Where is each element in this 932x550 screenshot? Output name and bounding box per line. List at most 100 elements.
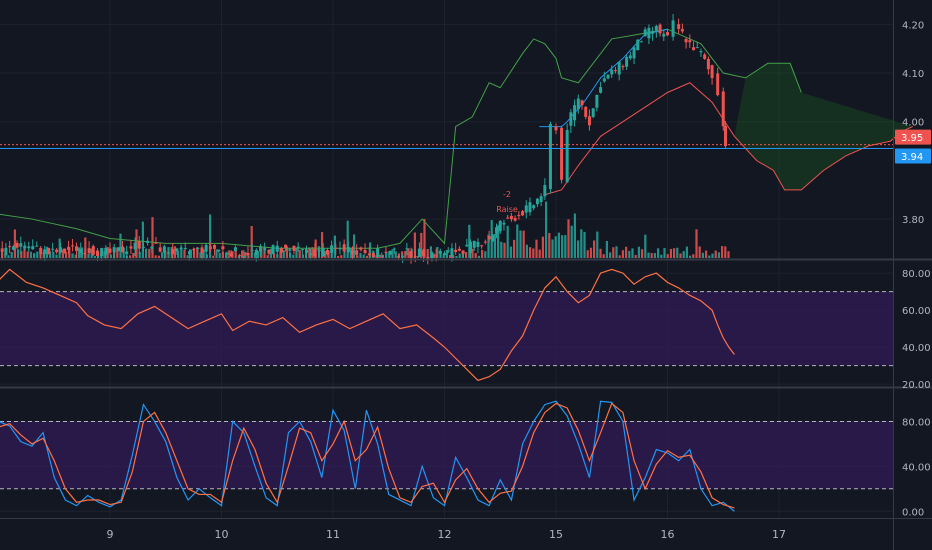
candle-body-178 <box>721 91 725 127</box>
candle-body-87 <box>359 247 363 250</box>
volume-bar-114 <box>365 255 368 258</box>
candle-body-26 <box>104 247 108 255</box>
annotation-line-1: -2 <box>503 190 511 199</box>
volume-bar-66 <box>212 255 215 258</box>
candle-body-179 <box>723 126 727 147</box>
candle-body-45 <box>183 247 187 250</box>
candle-body-9 <box>35 245 39 247</box>
volume-bar-187 <box>599 248 602 258</box>
candle-body-42 <box>171 248 175 255</box>
volume-bar-27 <box>87 253 90 258</box>
volume-bar-132 <box>423 219 426 258</box>
volume-bar-5 <box>17 249 20 258</box>
candle-body-65 <box>267 249 271 254</box>
time-axis[interactable]: 9 10 11 12 15 16 17 <box>107 528 787 541</box>
candle-body-36 <box>146 240 150 243</box>
volume-bar-216 <box>692 254 695 258</box>
candles <box>0 14 727 265</box>
rsi-axis-tick-2: 40.00 <box>902 343 931 354</box>
volume-bar-155 <box>497 225 500 258</box>
rsi-panel[interactable] <box>0 268 893 382</box>
candle-body-75 <box>309 253 313 255</box>
candle-body-150 <box>610 69 614 75</box>
volume-bar-130 <box>417 255 420 258</box>
volume-bar-92 <box>295 248 298 258</box>
stoch-axis[interactable]: 80.00 40.00 0.00 <box>902 417 931 518</box>
volume-bar-161 <box>516 224 519 258</box>
candle-body-51 <box>208 246 212 250</box>
candle-body-43 <box>175 248 179 252</box>
volume-bar-227 <box>727 251 730 258</box>
price-axis[interactable]: 4.20 4.10 4.00 3.80 <box>902 20 924 226</box>
volume-bar-197 <box>631 248 634 258</box>
candle-body-68 <box>279 248 283 253</box>
volume-bar-19 <box>61 249 64 258</box>
price-panel[interactable]: -2 Raise <box>0 14 914 265</box>
candle-body-48 <box>196 247 200 250</box>
candle-body-21 <box>83 253 87 255</box>
volume-bar-193 <box>618 255 621 258</box>
candle-body-139 <box>569 112 573 126</box>
stoch-line-1 <box>0 402 735 509</box>
volume-bar-2 <box>7 255 10 258</box>
candle-body-78 <box>321 248 325 257</box>
volume-bar-208 <box>666 254 669 258</box>
time-tick-1: 10 <box>215 528 229 541</box>
volume-bar-146 <box>468 224 471 258</box>
volume-bar-110 <box>353 234 356 258</box>
volume-bar-34 <box>109 254 112 258</box>
volume-bar-3 <box>10 251 13 258</box>
candle-body-125 <box>509 215 513 220</box>
candle-body-67 <box>275 245 279 252</box>
candle-body-108 <box>446 250 450 252</box>
candle-body-129 <box>524 205 528 213</box>
candle-body-176 <box>710 65 714 79</box>
candle-body-25 <box>100 248 104 256</box>
time-tick-4: 15 <box>549 528 563 541</box>
candle-body-60 <box>246 252 250 256</box>
volume-bar-212 <box>679 253 682 258</box>
stoch-panel[interactable] <box>0 400 893 512</box>
candle-body-120 <box>491 235 495 242</box>
volume-bar-76 <box>244 251 247 258</box>
candle-body-172 <box>695 47 699 49</box>
volume-bar-186 <box>596 231 599 258</box>
volume-bar-73 <box>234 250 237 258</box>
volume-bar-160 <box>513 239 516 258</box>
candle-body-63 <box>259 246 263 252</box>
stoch-axis-tick-0: 80.00 <box>902 417 931 428</box>
volume-bar-77 <box>247 255 250 258</box>
candle-body-133 <box>539 196 543 202</box>
volume-bar-139 <box>445 250 448 258</box>
volume-bar-87 <box>279 248 282 258</box>
volume-bar-17 <box>55 254 58 258</box>
volume-bar-75 <box>241 250 244 258</box>
candle-body-123 <box>502 222 506 225</box>
candle-body-66 <box>271 245 275 254</box>
candle-body-140 <box>573 105 577 121</box>
candle-body-117 <box>480 245 484 247</box>
time-tick-3: 12 <box>438 528 452 541</box>
volume-bar-21 <box>68 247 71 258</box>
volume-bar-109 <box>349 247 352 258</box>
volume-bar-50 <box>161 252 164 258</box>
cloud-area <box>734 63 913 190</box>
cloud-fill <box>734 63 913 190</box>
rsi-axis[interactable]: 80.00 60.00 40.00 20.00 <box>902 269 931 391</box>
volume-bar-104 <box>333 235 336 258</box>
volume-bar-225 <box>721 246 724 258</box>
candle-body-105 <box>434 255 438 257</box>
candle-body-110 <box>454 249 458 253</box>
candle-body-160 <box>647 27 651 39</box>
volume-bar-8 <box>26 251 29 258</box>
candle-body-111 <box>457 248 461 251</box>
candle-body-1 <box>4 247 8 256</box>
candle-body-81 <box>334 247 338 249</box>
volume-bar-11 <box>36 251 39 258</box>
candle-body-76 <box>313 249 317 257</box>
candle-body-61 <box>250 249 254 251</box>
volume-bar-86 <box>276 254 279 258</box>
volume-bar-162 <box>519 230 522 258</box>
